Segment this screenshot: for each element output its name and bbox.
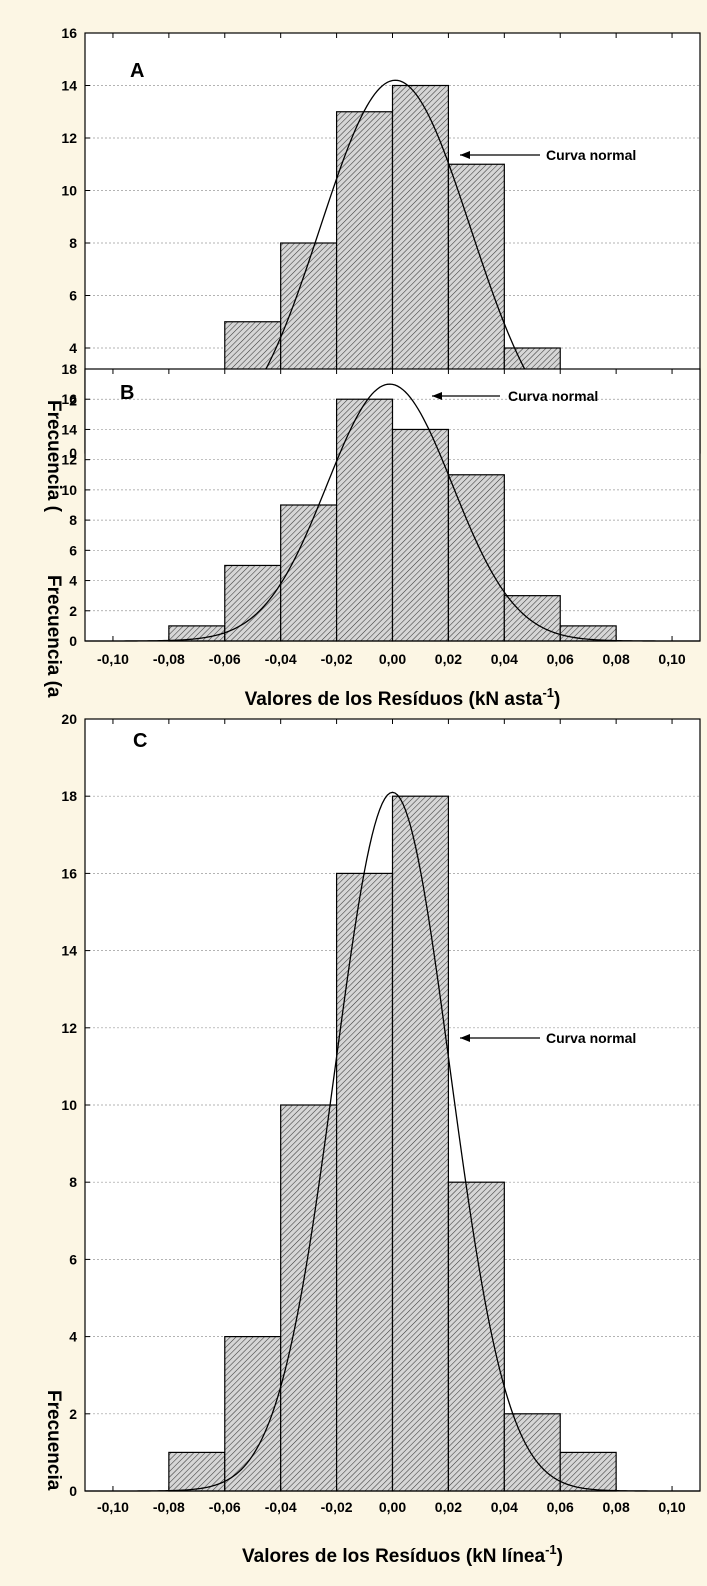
x-tick-label: 0,02 [435, 651, 462, 667]
y-tick-label: 8 [69, 1174, 77, 1190]
x-tick-label: -0,10 [97, 651, 129, 667]
x-tick-label: -0,06 [209, 1499, 241, 1515]
y-tick-label: 0 [69, 1483, 77, 1499]
y-tick-label: 4 [69, 1329, 77, 1345]
curve-annotation: Curva normal [546, 147, 636, 163]
x-tick-label: 0,02 [435, 1499, 462, 1515]
y-tick-label: 4 [69, 573, 77, 589]
histogram-bar [335, 872, 394, 1492]
x-tick-label: 0,00 [379, 651, 406, 667]
normal-curve-line [85, 383, 700, 642]
x-tick-label: -0,04 [265, 651, 297, 667]
x-tick-label: 0,08 [603, 1499, 630, 1515]
arrow-head [460, 151, 470, 159]
x-tick-label: -0,04 [265, 1499, 297, 1515]
panel-letter: C [133, 730, 147, 752]
histogram-bar [391, 795, 450, 1492]
panel-letter: B [120, 382, 134, 404]
y-tick-label: 14 [61, 78, 77, 94]
y-tick-label: 4 [69, 340, 77, 356]
y-tick-label: 10 [61, 1097, 77, 1113]
y-tick-label: 10 [61, 183, 77, 199]
y-tick-label: 16 [61, 865, 77, 881]
chart-panel-c: 0 2 4 6 8 10 12 14 16 18 20 -0,10 -0,08 -0,06 -0,04 -0,… [0, 711, 707, 1586]
y-tick-label: 18 [61, 788, 77, 804]
x-tick-label: 0,00 [379, 1499, 406, 1515]
y-tick-label: 16 [61, 25, 77, 41]
histogram-bar [280, 504, 338, 642]
y-tick-label: 0 [69, 445, 77, 461]
y-tick-label: 0 [69, 633, 77, 649]
y-tick-label: 6 [69, 288, 77, 304]
y-axis-label: Frecuencia [43, 1390, 64, 1491]
x-tick-label: -0,08 [153, 1499, 185, 1515]
x-axis-label: Valores de los Resíduos (kN línea-1) [242, 1542, 563, 1567]
histogram-bar [280, 1104, 338, 1492]
x-axis-label: Valores de los Resíduos (kN asta-1) [245, 685, 561, 710]
y-tick-label: 12 [61, 1020, 77, 1036]
y-tick-label: 20 [61, 711, 77, 727]
y-axis-label: Frecuencia ( [43, 400, 64, 513]
histogram-bar [335, 398, 394, 642]
x-tick-label: 0,04 [491, 1499, 518, 1515]
arrow-head [460, 1034, 470, 1042]
y-tick-label: 6 [69, 1251, 77, 1267]
y-tick-label: 8 [69, 235, 77, 251]
curve-annotation: Curva normal [508, 388, 598, 404]
y-tick-label: 2 [69, 603, 77, 619]
x-tick-label: 0,06 [547, 1499, 574, 1515]
x-tick-label: -0,02 [321, 651, 353, 667]
x-tick-label: 0,06 [547, 651, 574, 667]
x-tick-label: -0,02 [321, 1499, 353, 1515]
x-tick-label: -0,10 [97, 1499, 129, 1515]
y-tick-label: 14 [61, 943, 77, 959]
arrow-head [432, 392, 442, 400]
x-tick-label: 0,10 [658, 1499, 685, 1515]
y-axis-label: Frecuencia (a [43, 575, 64, 698]
x-tick-label: 0,08 [603, 651, 630, 667]
y-tick-label: 16 [61, 391, 77, 407]
y-tick-label: 14 [61, 421, 77, 437]
y-tick-label: 8 [69, 512, 77, 528]
histogram-bar [503, 1413, 561, 1492]
histogram-bar [447, 474, 505, 642]
y-tick-label: 18 [61, 361, 77, 377]
y-tick-label: 2 [69, 1406, 77, 1422]
curve-annotation: Curva normal [546, 1030, 636, 1046]
panel-letter: A [130, 60, 144, 82]
y-tick-label: 6 [69, 542, 77, 558]
normal-curve-line [85, 791, 700, 1492]
histogram-bar [447, 1181, 505, 1492]
histogram-bar [391, 428, 450, 642]
y-tick-label: 2 [69, 393, 77, 409]
x-tick-label: 0,10 [658, 651, 685, 667]
y-tick-label: 12 [61, 130, 77, 146]
x-tick-label: -0,08 [153, 651, 185, 667]
x-tick-label: -0,06 [209, 651, 241, 667]
histogram-bar [224, 1335, 282, 1492]
y-tick-label: 10 [61, 482, 77, 498]
y-tick-label: 12 [61, 452, 77, 468]
x-tick-label: 0,04 [491, 651, 518, 667]
